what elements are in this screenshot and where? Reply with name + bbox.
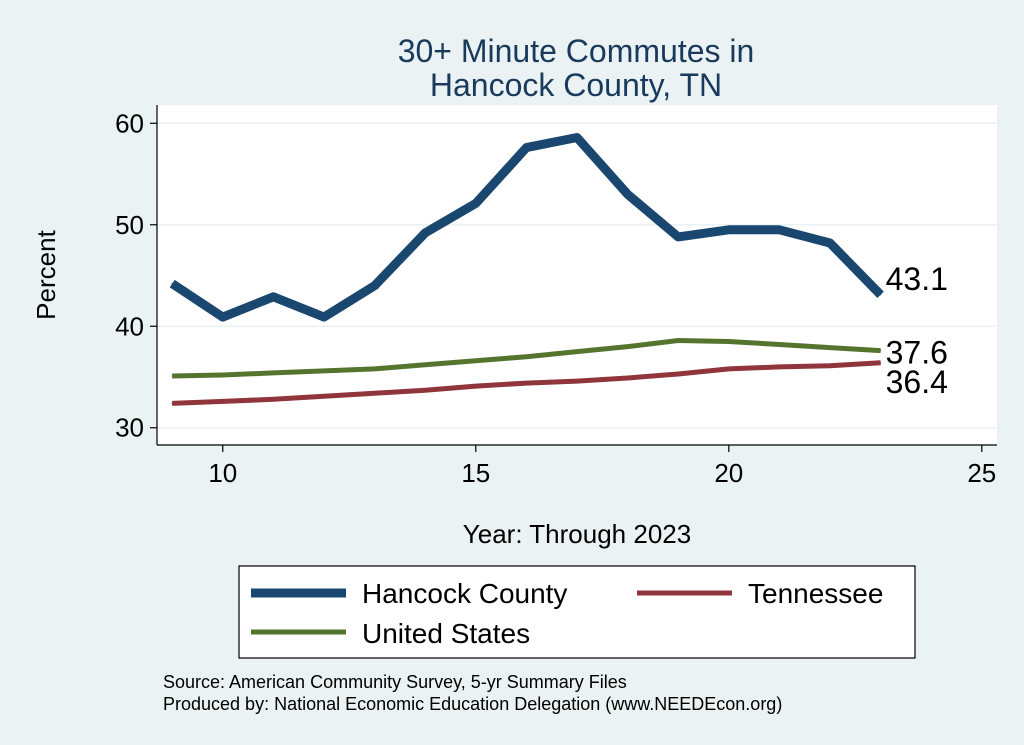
data-point-united-states-10 [222, 374, 224, 376]
data-point-tennessee-18 [627, 377, 629, 379]
data-point-united-states-17 [576, 351, 578, 353]
y-tick-label-60: 60 [115, 108, 144, 138]
data-point-united-states-18 [627, 345, 629, 348]
data-point-hancock-county-22 [829, 242, 831, 244]
data-point-united-states-13 [373, 368, 376, 370]
plot-area [157, 105, 997, 445]
data-point-united-states-12 [323, 370, 325, 372]
data-point-hancock-county-18 [627, 193, 629, 195]
source-line-1: Source: American Community Survey, 5-yr … [163, 672, 627, 692]
data-point-united-states-19 [677, 339, 679, 342]
data-point-hancock-county-19 [677, 236, 679, 238]
y-tick-label-50: 50 [115, 210, 144, 240]
y-axis-ticks: 30 40 50 60 [115, 108, 157, 443]
data-point-hancock-county-23 [880, 294, 882, 296]
data-point-tennessee-13 [373, 392, 376, 394]
data-point-united-states-9 [171, 375, 173, 377]
data-point-united-states-15 [475, 360, 477, 362]
data-point-united-states-23 [880, 350, 882, 352]
x-tick-label-20: 20 [714, 458, 743, 488]
x-tick-label-10: 10 [208, 458, 237, 488]
data-point-hancock-county-15 [475, 202, 477, 205]
data-point-tennessee-11 [272, 398, 274, 400]
data-point-tennessee-12 [323, 395, 325, 397]
data-point-tennessee-17 [576, 380, 578, 382]
source-line-2: Produced by: National Economic Education… [163, 694, 782, 714]
data-point-tennessee-21 [778, 366, 781, 368]
data-point-tennessee-9 [171, 402, 173, 404]
legend-label-united-states: United States [362, 618, 530, 649]
end-labels: 43.1 36.437.6 [886, 261, 948, 400]
data-point-tennessee-20 [728, 368, 730, 370]
data-point-hancock-county-9 [171, 283, 173, 285]
legend-label-tennessee: Tennessee [748, 578, 883, 609]
legend-label-hancock-county: Hancock County [362, 578, 567, 609]
data-point-united-states-22 [829, 346, 831, 349]
data-point-tennessee-10 [222, 400, 224, 402]
data-point-hancock-county-20 [728, 229, 730, 231]
data-point-hancock-county-12 [323, 316, 325, 318]
end-label-tennessee: 36.4 [886, 364, 948, 400]
series-lines [169, 133, 884, 406]
data-point-tennessee-22 [829, 365, 831, 367]
chart-title-line-1: 30+ Minute Commutes in [398, 33, 755, 69]
data-point-tennessee-14 [424, 389, 426, 391]
data-point-hancock-county-11 [272, 296, 274, 298]
y-axis-label: Percent [31, 229, 61, 319]
data-point-tennessee-19 [677, 373, 679, 375]
x-axis-ticks: 10 15 20 25 [208, 445, 996, 488]
y-tick-label-40: 40 [115, 311, 144, 341]
data-point-hancock-county-21 [778, 229, 781, 231]
end-label-united-states: 37.6 [886, 335, 948, 371]
data-point-tennessee-15 [475, 385, 477, 387]
data-point-hancock-county-10 [222, 316, 224, 318]
gridlines [157, 122, 997, 429]
data-point-hancock-county-16 [525, 147, 527, 149]
x-tick-label-15: 15 [461, 458, 490, 488]
end-label-hancock-county: 43.1 [886, 261, 948, 297]
data-point-united-states-14 [424, 364, 426, 366]
chart-title-line-2: Hancock County, TN [430, 67, 722, 103]
legend-box [238, 565, 916, 659]
data-point-hancock-county-13 [373, 285, 376, 287]
data-point-tennessee-23 [880, 362, 882, 364]
data-point-tennessee-16 [525, 382, 527, 384]
data-point-hancock-county-14 [424, 232, 426, 234]
data-point-hancock-county-17 [576, 136, 578, 139]
data-point-united-states-16 [525, 356, 527, 358]
data-point-united-states-21 [778, 343, 781, 346]
data-point-united-states-20 [728, 340, 730, 343]
x-tick-label-25: 25 [967, 458, 996, 488]
x-axis-label: Year: Through 2023 [463, 519, 691, 549]
data-point-united-states-11 [272, 372, 274, 374]
y-tick-label-30: 30 [115, 413, 144, 443]
